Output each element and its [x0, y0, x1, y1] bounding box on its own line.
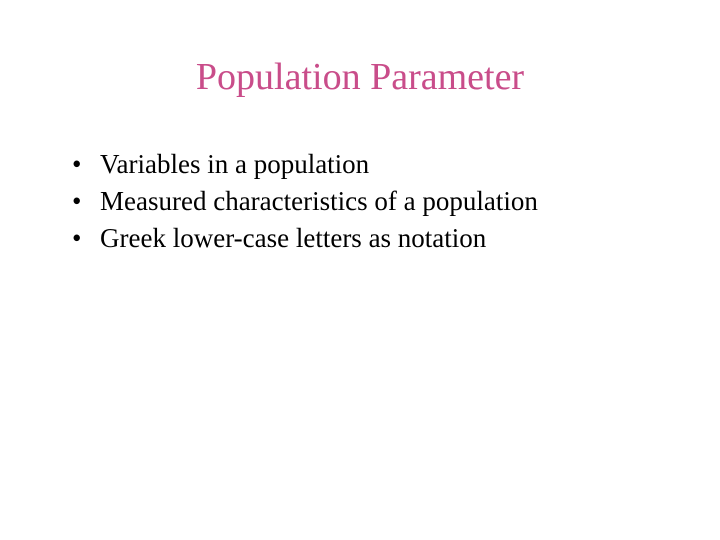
slide-container: Population Parameter Variables in a popu…: [0, 0, 720, 540]
bullet-item: Measured characteristics of a population: [72, 186, 660, 217]
slide-title: Population Parameter: [60, 55, 660, 99]
bullet-list: Variables in a population Measured chara…: [60, 149, 660, 254]
bullet-item: Variables in a population: [72, 149, 660, 180]
bullet-item: Greek lower-case letters as notation: [72, 223, 660, 254]
